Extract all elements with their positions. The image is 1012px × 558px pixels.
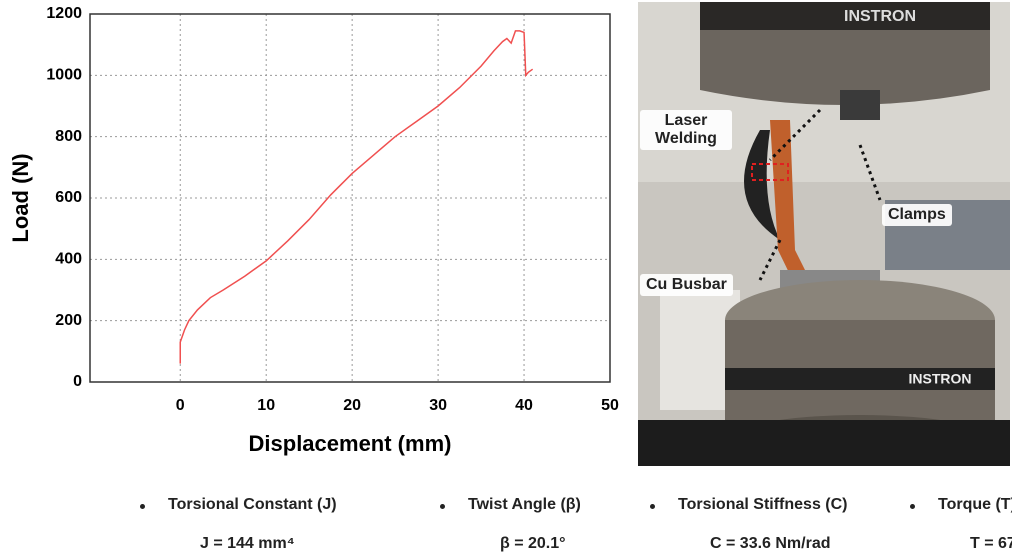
y-tick-label: 1200	[46, 5, 82, 22]
x-tick-label: 40	[515, 397, 533, 414]
property-name: Torsional Constant (J)	[168, 496, 337, 513]
photo: INSTRON INSTRON	[638, 2, 1010, 466]
x-axis-label: Displacement (mm)	[249, 431, 452, 456]
bullet	[910, 504, 915, 509]
y-tick-label: 1000	[46, 67, 82, 84]
bullet	[140, 504, 145, 509]
y-tick-label: 800	[55, 128, 82, 145]
y-tick-label: 400	[55, 251, 82, 268]
property-value: T = 675 Nm	[970, 535, 1012, 552]
x-tick-label: 30	[429, 397, 447, 414]
property-value: J = 144 mm⁴	[200, 535, 295, 552]
property-name: Torque (T)	[938, 496, 1012, 513]
plot-frame	[89, 13, 611, 383]
property-name: Twist Angle (β)	[468, 496, 581, 513]
property-value: β = 20.1°	[500, 535, 566, 552]
y-tick-label: 200	[55, 312, 82, 329]
property-name: Torsional Stiffness (C)	[678, 496, 848, 513]
bullet	[650, 504, 655, 509]
y-tick-label: 600	[55, 189, 82, 206]
x-tick-label: 20	[343, 397, 361, 414]
y-axis-label: Load (N)	[8, 153, 33, 242]
y-tick-label: 0	[73, 373, 82, 390]
x-tick-label: 0	[176, 397, 185, 414]
brand-bottom: INSTRON	[909, 371, 972, 387]
x-tick-label: 50	[601, 397, 619, 414]
bullet	[440, 504, 445, 509]
photo-label: Clamps	[882, 204, 952, 226]
photo-label: Laser Welding	[640, 110, 732, 150]
x-tick-label: 10	[257, 397, 275, 414]
property-value: C = 33.6 Nm/rad	[710, 535, 831, 552]
data-line	[179, 30, 534, 364]
brand-top: INSTRON	[844, 8, 916, 25]
photo-label: Cu Busbar	[640, 274, 733, 296]
